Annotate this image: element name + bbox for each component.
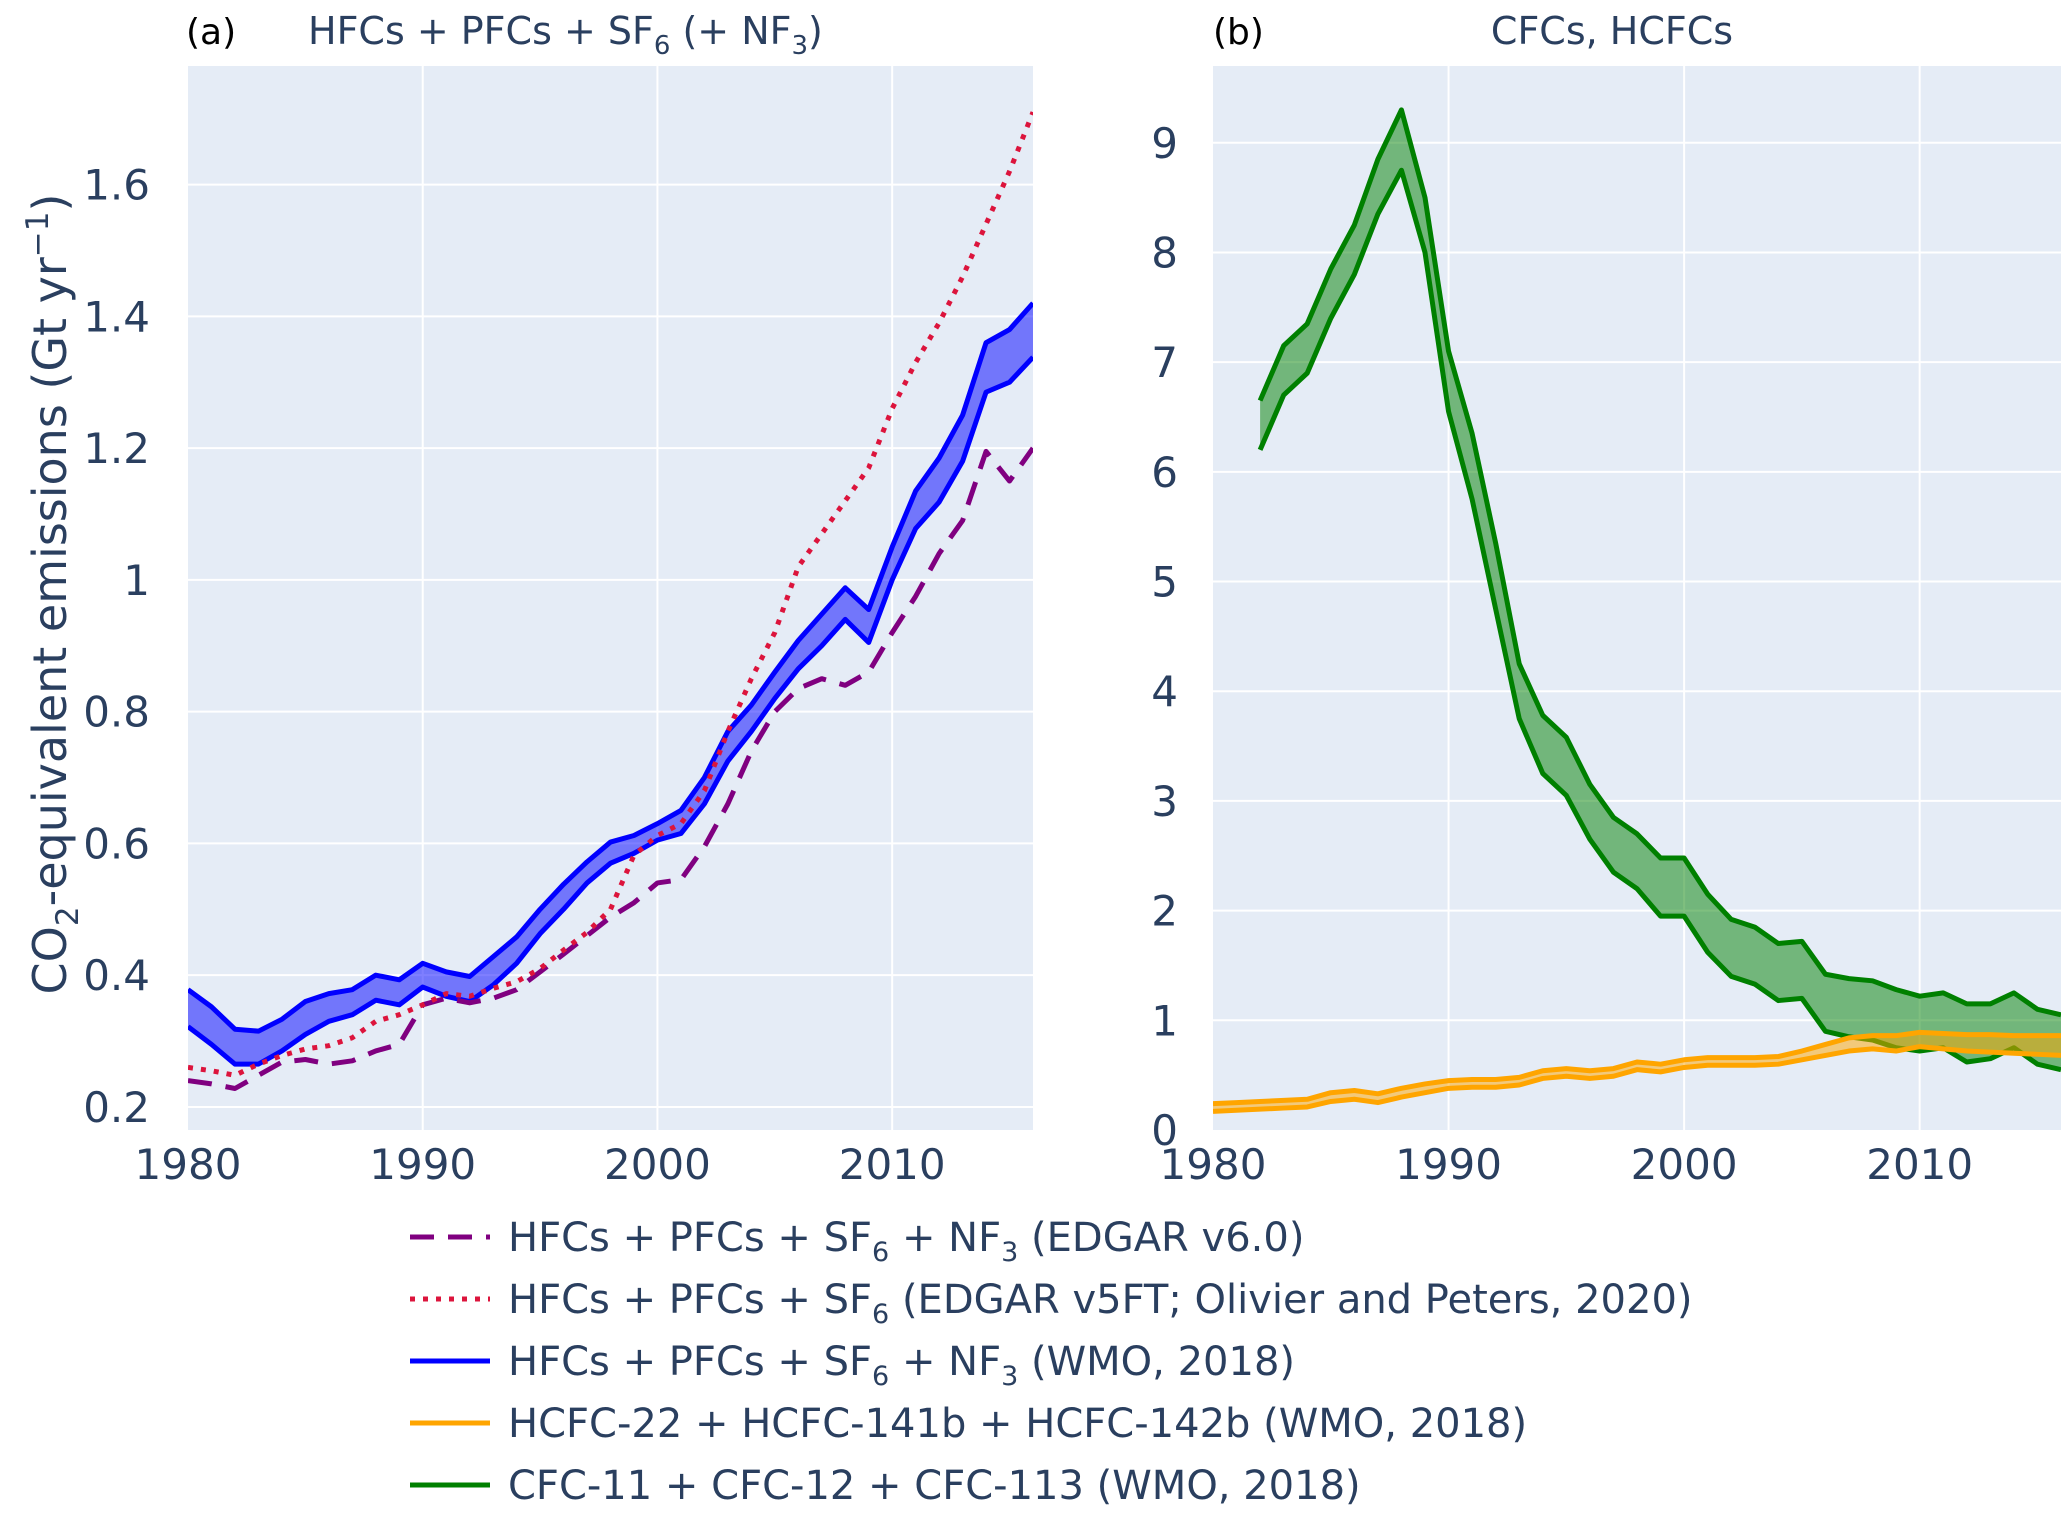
series-b-0-lower-line <box>1257 167 2061 1073</box>
series-a-0-upper-line <box>188 301 1033 1034</box>
series-b-0-band <box>1260 109 2061 1070</box>
y-tick-label: 9 <box>1151 119 1178 168</box>
panel-title-a: HFCs + PFCs + SF6 (+ NF3) <box>308 9 823 61</box>
legend-label-edgar-v6: HFCs + PFCs + SF6 + NF3 (EDGAR v6.0) <box>508 1215 1304 1268</box>
x-tick-label: 2010 <box>1866 1140 1973 1189</box>
y-tick-label: 7 <box>1151 338 1178 387</box>
legend-item-wmo-cfc: CFC-11 + CFC-12 + CFC-113 (WMO, 2018) <box>410 1463 1361 1509</box>
series-a-0-lower-line <box>188 355 1033 1067</box>
y-tick-label: 8 <box>1151 228 1178 277</box>
x-tick-label: 1990 <box>369 1140 476 1189</box>
panel-title-b: CFCs, HCFCs <box>1491 9 1733 53</box>
legend-item-edgar-v6: HFCs + PFCs + SF6 + NF3 (EDGAR v6.0) <box>410 1215 1304 1268</box>
series-a-1-line <box>188 446 1033 1091</box>
series-b-1-lower-line <box>1213 1044 2061 1114</box>
x-tick-label: 1980 <box>135 1140 242 1189</box>
y-tick-label: 0.4 <box>83 951 150 1000</box>
legend-item-edgar-v5ft: HFCs + PFCs + SF6 (EDGAR v5FT; Olivier a… <box>410 1277 1693 1330</box>
y-tick-label: 3 <box>1151 777 1178 826</box>
y-tick-label: 4 <box>1151 667 1178 716</box>
series-clip-group <box>1213 107 2061 1114</box>
legend-label-wmo-hcfc: HCFC-22 + HCFC-141b + HCFC-142b (WMO, 20… <box>508 1401 1527 1447</box>
x-tick-label: 2000 <box>604 1140 711 1189</box>
y-tick-label: 1 <box>1151 996 1178 1045</box>
y-tick-label: 0 <box>1151 1106 1178 1155</box>
y-tick-label: 1 <box>123 556 150 605</box>
series-clip-group <box>188 111 1033 1091</box>
panel-label-a: (a) <box>186 12 236 53</box>
panel-b: 1980 1990 2000 2010 0 1 2 3 4 5 6 7 8 9 (b) CFCs, HCF… <box>1151 9 2061 1189</box>
y-axis-title: CO2-equivalent emissions (Gt yr−1) <box>20 194 86 995</box>
series-a-2-line <box>188 111 1033 1078</box>
tick-labels-a: 1980 1990 2000 2010 0.2 0.4 0.6 0.8 1 1.2 1.4 1.6 <box>83 161 945 1189</box>
y-tick-label: 5 <box>1151 558 1178 607</box>
x-tick-label: 2000 <box>1631 1140 1738 1189</box>
legend-label-edgar-v5ft: HFCs + PFCs + SF6 (EDGAR v5FT; Olivier a… <box>508 1277 1693 1330</box>
x-tick-label: 1990 <box>1395 1140 1502 1189</box>
y-tick-label: 1.6 <box>83 161 150 210</box>
legend-label-wmo-cfc: CFC-11 + CFC-12 + CFC-113 (WMO, 2018) <box>508 1463 1361 1509</box>
y-tick-label: 6 <box>1151 448 1178 497</box>
y-tick-label: 1.4 <box>83 292 150 341</box>
x-tick-label: 2010 <box>839 1140 946 1189</box>
legend-label-wmo-hfc: HFCs + PFCs + SF6 + NF3 (WMO, 2018) <box>508 1339 1295 1392</box>
y-tick-label: 0.2 <box>83 1083 150 1132</box>
y-tick-label: 2 <box>1151 887 1178 936</box>
y-tick-label: 0.6 <box>83 819 150 868</box>
series-layer-b <box>1213 107 2061 1114</box>
panel-a: 1980 1990 2000 2010 0.2 0.4 0.6 0.8 1 1.2 1.4 1.6 (… <box>83 9 1033 1189</box>
series-b-0-upper-line <box>1257 107 2061 1018</box>
legend-item-wmo-hfc: HFCs + PFCs + SF6 + NF3 (WMO, 2018) <box>410 1339 1295 1392</box>
series-b-1-upper-line <box>1213 1029 2061 1107</box>
series-layer-a <box>188 111 1033 1091</box>
x-tick-label: 1980 <box>1160 1140 1267 1189</box>
panel-label-b: (b) <box>1213 12 1264 53</box>
y-tick-label: 1.2 <box>83 424 150 473</box>
tick-labels-b: 1980 1990 2000 2010 0 1 2 3 4 5 6 7 8 9 <box>1151 119 1973 1189</box>
legend: HFCs + PFCs + SF6 + NF3 (EDGAR v6.0) HFC… <box>410 1215 1693 1509</box>
y-tick-label: 0.8 <box>83 688 150 737</box>
legend-item-wmo-hcfc: HCFC-22 + HCFC-141b + HCFC-142b (WMO, 20… <box>410 1401 1527 1447</box>
plot-area-b <box>1213 66 2061 1130</box>
plot-area-a <box>188 66 1033 1130</box>
